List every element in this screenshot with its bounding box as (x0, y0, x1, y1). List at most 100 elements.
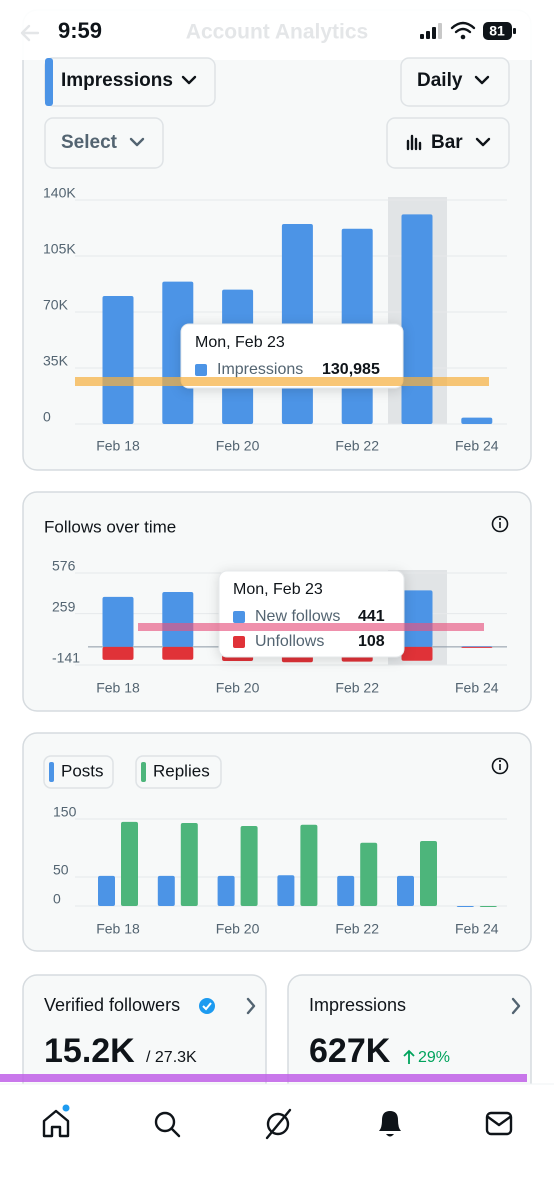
bar (98, 875, 115, 906)
info-icon[interactable] (491, 515, 509, 533)
tooltip-title: Mon, Feb 23 (233, 581, 323, 598)
tooltip-label: Unfollows (255, 633, 324, 650)
bar (337, 875, 355, 906)
stat-label: Impressions (309, 995, 406, 1015)
bar (157, 875, 175, 906)
chart-type-dropdown[interactable]: Bar (386, 117, 510, 169)
dropdown-label: Impressions (61, 70, 173, 91)
bar (397, 875, 414, 906)
highlight-stroke (75, 377, 489, 386)
tooltip-swatch (195, 364, 207, 376)
bar (121, 821, 138, 906)
bar (401, 590, 433, 647)
y-tick-label: 576 (52, 558, 76, 574)
period-dropdown[interactable]: Daily (400, 57, 510, 107)
tooltip-value: 441 (358, 608, 385, 625)
tooltip-label: New follows (255, 608, 340, 625)
bar (277, 875, 295, 906)
tooltip: Mon, Feb 23 Impressions 130,985 (180, 323, 404, 389)
bar (461, 646, 493, 648)
nav-search[interactable] (154, 1111, 181, 1138)
bar (401, 646, 433, 661)
chevron (511, 997, 521, 1015)
bar (102, 296, 134, 424)
x-tick-label: Feb 24 (455, 680, 499, 696)
y-tick-label: 35K (43, 353, 69, 369)
x-tick-label: Feb 22 (335, 921, 379, 937)
x-tick-label: Feb 24 (455, 438, 499, 454)
x-tick-label: Feb 18 (96, 438, 140, 454)
tooltip-swatch (233, 611, 245, 623)
wifi-icon (450, 21, 476, 40)
chevron (246, 997, 256, 1015)
highlight-stroke (138, 623, 484, 631)
signal-icon (420, 23, 442, 39)
x-tick-label: Feb 18 (96, 921, 140, 937)
x-tick-label: Feb 20 (216, 680, 260, 696)
bar (180, 823, 198, 906)
bar (162, 591, 194, 647)
compare-dropdown[interactable]: Select (44, 117, 164, 169)
legend-label: Replies (153, 761, 210, 780)
charts: 0 35K 70K 105K 140K Feb 18 Feb 20 Feb 22 Feb 24 M… (43, 185, 507, 937)
tooltip-swatch (233, 636, 245, 648)
bar (420, 841, 437, 906)
stat-total: / 27.3K (146, 1049, 197, 1066)
y-tick-label: 50 (53, 862, 69, 878)
stat-value: 15.2K (44, 1032, 135, 1070)
up-arrow (403, 1049, 415, 1064)
bar (102, 646, 134, 660)
verified-badge (199, 998, 215, 1014)
bar (162, 646, 194, 660)
bar (479, 906, 497, 907)
bottom-nav (0, 1084, 554, 1200)
back-button[interactable] (20, 24, 40, 42)
nav-home[interactable] (42, 1104, 70, 1138)
dropdown-label: Select (61, 132, 118, 153)
y-tick-label: 150 (53, 804, 77, 820)
metric-dropdown[interactable]: Impressions (44, 57, 216, 107)
tooltip-value: 130,985 (322, 361, 380, 378)
y-tick-label: 70K (43, 297, 69, 313)
stat-change: 29% (418, 1049, 450, 1066)
x-tick-label: Feb 20 (216, 921, 260, 937)
y-tick-label: 0 (53, 891, 61, 907)
bar (300, 824, 318, 906)
nav-grok[interactable] (265, 1108, 292, 1140)
nav-notifications[interactable] (379, 1111, 401, 1137)
bar (461, 417, 493, 424)
nav-messages[interactable] (485, 1111, 513, 1136)
tooltip-title: Mon, Feb 23 (195, 334, 285, 351)
battery-level: 81 (489, 23, 505, 39)
info-icon[interactable] (491, 757, 509, 775)
tooltip-box (218, 570, 405, 658)
y-tick-label: 259 (52, 598, 76, 614)
status-time: 9:59 (58, 18, 102, 43)
x-tick-label: Feb 24 (455, 921, 499, 937)
bar (401, 214, 433, 424)
stat-value: 627K (309, 1032, 391, 1070)
bar (162, 281, 194, 424)
legend-label: Posts (61, 761, 104, 780)
y-tick-label: 105K (43, 241, 76, 257)
x-tick-label: Feb 20 (216, 438, 260, 454)
tooltip: Mon, Feb 23 New follows 441 Unfollows 108 (218, 570, 405, 658)
bar (360, 842, 378, 906)
header-title: Account Analytics (186, 21, 368, 44)
bar (456, 906, 474, 907)
card-title: Follows over time (44, 517, 176, 536)
legend-item[interactable]: Replies (135, 755, 222, 789)
y-tick-label: -141 (52, 650, 80, 666)
tooltip-label: Impressions (217, 361, 303, 378)
y-tick-label: 0 (43, 409, 51, 425)
x-tick-label: Feb 22 (335, 680, 379, 696)
legend-item[interactable]: Posts (43, 755, 114, 789)
stat-label: Verified followers (44, 995, 180, 1015)
x-tick-label: Feb 18 (96, 680, 140, 696)
highlight-stroke (0, 1074, 527, 1082)
bar (102, 596, 134, 647)
dropdown-label: Daily (417, 70, 463, 91)
dropdown-label: Bar (431, 132, 463, 153)
